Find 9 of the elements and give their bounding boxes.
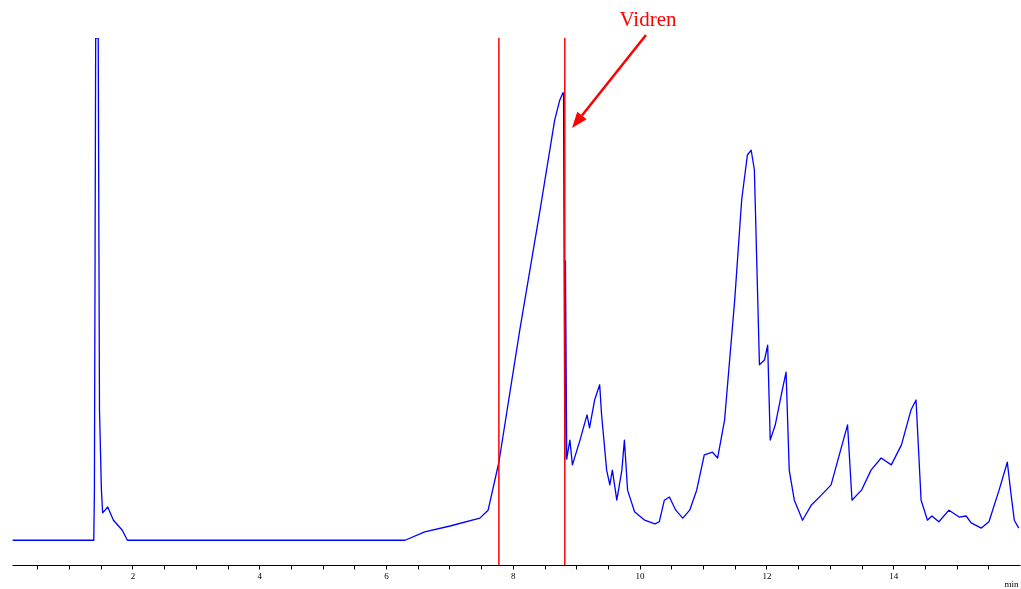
x-tick-label: 4	[257, 570, 263, 581]
text: Vidren	[619, 7, 678, 31]
x-tick-label: 8	[511, 570, 517, 581]
x-tick-label: 6	[384, 570, 390, 581]
x-tick-label: 12	[762, 570, 772, 581]
x-tick-label: 14	[889, 570, 899, 581]
x-axis-title: min	[1004, 578, 1019, 589]
x-tick-label: 2	[130, 570, 136, 581]
x-tick-label: 10	[635, 570, 646, 581]
